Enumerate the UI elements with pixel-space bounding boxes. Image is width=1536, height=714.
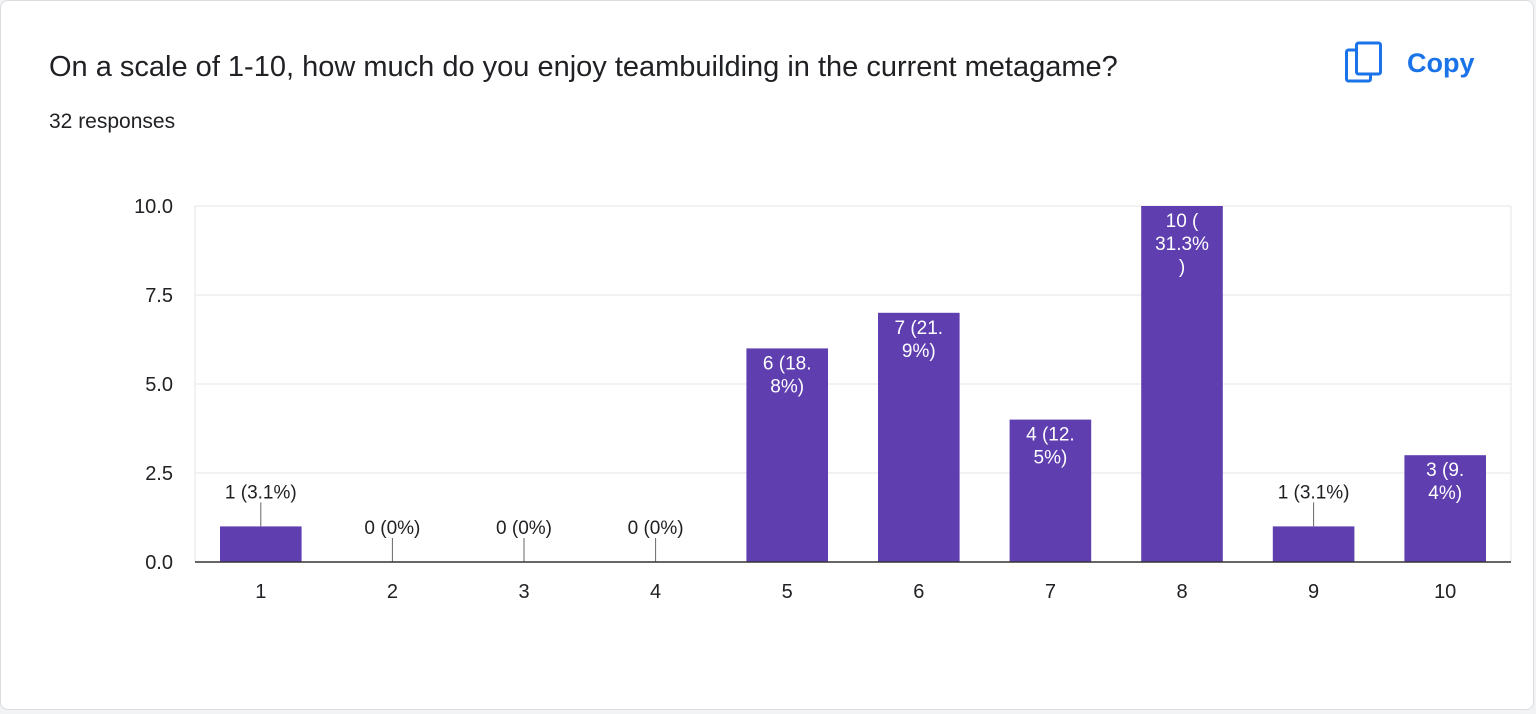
y-tick-label: 7.5 [145, 285, 173, 307]
x-tick-label: 3 [518, 581, 529, 603]
data-label: 10 ( [1166, 211, 1199, 232]
x-tick-label: 1 [255, 581, 266, 603]
data-label: 31.3% [1155, 234, 1209, 255]
x-tick-label: 6 [913, 581, 924, 603]
copy-button[interactable]: Copy [1345, 39, 1495, 87]
y-tick-label: 5.0 [145, 374, 173, 396]
data-label: 0 (0%) [496, 518, 552, 539]
y-tick-label: 2.5 [145, 463, 173, 485]
data-label: 0 (0%) [364, 518, 420, 539]
question-title: On a scale of 1-10, how much do you enjo… [49, 51, 1118, 83]
data-label: 8%) [770, 376, 804, 397]
bar [878, 312, 960, 562]
response-count: 32 responses [49, 110, 176, 133]
x-tick-label: 4 [650, 581, 661, 603]
bar [1272, 526, 1355, 562]
data-label: 6 (18. [763, 353, 812, 374]
data-label: ) [1179, 257, 1185, 278]
x-tick-label: 2 [387, 581, 398, 603]
x-tick-label: 9 [1308, 581, 1319, 603]
data-label: 3 (9. [1426, 460, 1464, 481]
y-tick-label: 0.0 [145, 552, 173, 574]
data-label: 0 (0%) [628, 518, 684, 539]
data-label: 9%) [902, 341, 936, 362]
x-tick-label: 5 [782, 581, 793, 603]
copy-button-label: Copy [1407, 47, 1475, 78]
data-label: 7 (21. [895, 318, 944, 339]
x-tick-label: 7 [1045, 581, 1056, 603]
data-label: 5%) [1034, 448, 1068, 469]
bar [220, 526, 302, 562]
data-label: 4 (12. [1026, 425, 1075, 446]
data-label: 4%) [1428, 483, 1462, 504]
data-label: 1 (3.1%) [225, 482, 297, 503]
bar [746, 348, 828, 562]
bar [1141, 206, 1223, 562]
y-tick-label: 10.0 [134, 196, 173, 218]
copy-icon [1345, 41, 1382, 83]
bar [1009, 419, 1092, 562]
data-label: 1 (3.1%) [1278, 482, 1350, 503]
bar [1404, 455, 1486, 562]
x-tick-label: 8 [1176, 581, 1187, 603]
x-tick-label: 10 [1434, 581, 1456, 603]
